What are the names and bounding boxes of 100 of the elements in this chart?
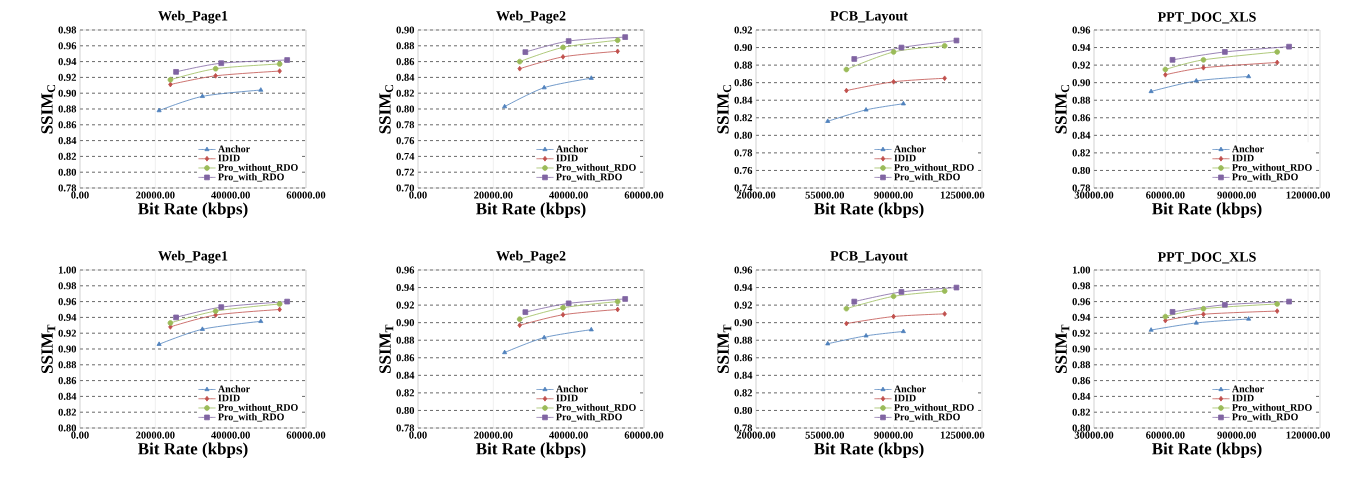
chart-title: Web_Page1 [158, 250, 228, 264]
x-tick-label: 20000.00 [474, 191, 513, 199]
point [900, 328, 906, 334]
point [898, 44, 905, 51]
y-tick-label: 0.88 [58, 105, 77, 113]
point [213, 73, 218, 79]
point [1222, 49, 1228, 55]
point [173, 69, 179, 75]
point [900, 100, 906, 106]
point [156, 341, 162, 346]
legend-label: Anchor [218, 385, 250, 393]
y-axis-title: SSIM$_{T}$ [717, 324, 732, 374]
y-tick-label: 0.86 [58, 377, 77, 385]
point [851, 56, 858, 62]
y-tick-label: 0.94 [1072, 313, 1091, 321]
x-tick-label: 0.00 [71, 431, 89, 439]
point [502, 103, 508, 109]
y-tick-label: 0.80 [58, 424, 77, 432]
x-tick-label: 60000.00 [624, 431, 664, 439]
point [1193, 320, 1199, 325]
x-axis-title: Bit Rate (kbps) [814, 202, 924, 218]
y-axis-title: SSIM$_{C}$ [379, 85, 394, 134]
point [213, 312, 218, 318]
chart-title: PCB_Layout [830, 11, 908, 24]
y-axis-title: SSIM$_{C}$ [717, 85, 732, 134]
y-axis-title: SSIM$_{T}$ [41, 324, 56, 374]
point [276, 301, 283, 307]
point [953, 37, 960, 44]
legend-label: IDID [1232, 394, 1254, 402]
point [851, 298, 858, 305]
legend-label: Anchor [556, 385, 588, 393]
y-tick-label: 0.96 [58, 298, 77, 306]
y-tick-label: 1.00 [58, 266, 77, 274]
point [844, 320, 849, 327]
y-tick-label: 0.88 [734, 61, 753, 69]
y-tick-label: 0.88 [396, 336, 415, 344]
y-tick-label: 0.84 [734, 371, 753, 379]
point [516, 58, 523, 65]
y-tick-label: 0.86 [396, 58, 415, 66]
point [891, 313, 896, 320]
point [522, 49, 529, 55]
y-tick-label: 0.84 [1072, 392, 1091, 400]
y-tick-label: 0.80 [734, 406, 753, 414]
point [622, 296, 628, 302]
y-tick-label: 0.94 [734, 283, 753, 292]
y-tick-label: 0.86 [58, 121, 77, 129]
point [942, 75, 947, 82]
point [517, 65, 522, 72]
y-tick-label: 0.84 [1072, 131, 1091, 139]
x-axis-title: Bit Rate (kbps) [1152, 202, 1262, 218]
legend-label: Pro_with_RDO [556, 173, 622, 182]
y-tick-label: 0.74 [396, 152, 415, 160]
y-tick-label: 0.82 [58, 408, 77, 416]
point [167, 76, 174, 83]
x-tick-label: 20000.00 [736, 431, 776, 439]
legend-label: Anchor [894, 145, 926, 153]
point [1193, 78, 1199, 83]
point [258, 87, 264, 92]
point [890, 49, 897, 55]
point [843, 305, 850, 312]
y-tick-label: 0.80 [734, 131, 753, 139]
point [614, 37, 621, 44]
legend-label: IDID [556, 394, 578, 402]
point [277, 306, 282, 313]
legend-label: Pro_with_RDO [1232, 173, 1298, 182]
y-tick-label: 0.96 [1072, 298, 1091, 306]
legend-label: IDID [218, 394, 240, 402]
y-tick-label: 0.82 [396, 89, 415, 97]
y-tick-label: 0.94 [1072, 43, 1091, 52]
point [825, 340, 831, 346]
legend-label: Pro_without_RDO [556, 163, 636, 173]
x-tick-label: 60000.00 [624, 191, 664, 199]
point [615, 306, 620, 313]
y-tick-label: 0.84 [396, 73, 415, 81]
chart-title: PCB_Layout [830, 251, 908, 264]
y-tick-label: 0.78 [58, 184, 77, 192]
point [156, 107, 162, 113]
y-tick-label: 0.96 [58, 42, 77, 50]
y-tick-label: 0.94 [58, 58, 77, 66]
point [212, 65, 219, 72]
point [168, 81, 173, 88]
point [942, 311, 947, 317]
x-tick-label: 20000.00 [736, 191, 776, 199]
y-tick-label: 0.86 [734, 79, 753, 87]
point [1201, 64, 1206, 71]
point [276, 61, 283, 67]
point [1274, 59, 1280, 66]
point [199, 93, 205, 98]
x-tick-label: 0.00 [409, 431, 427, 439]
point [541, 334, 547, 340]
y-tick-label: 0.90 [58, 89, 77, 97]
y-tick-label: 0.94 [396, 283, 415, 292]
y-tick-label: 0.76 [734, 166, 753, 174]
legend-label: IDID [1232, 154, 1254, 162]
x-tick-label: 55000.00 [805, 431, 845, 439]
y-tick-label: 0.82 [1072, 408, 1091, 416]
y-tick-label: 0.88 [734, 336, 753, 344]
y-tick-label: 0.78 [396, 424, 415, 432]
point [560, 311, 566, 318]
point [1201, 311, 1206, 318]
